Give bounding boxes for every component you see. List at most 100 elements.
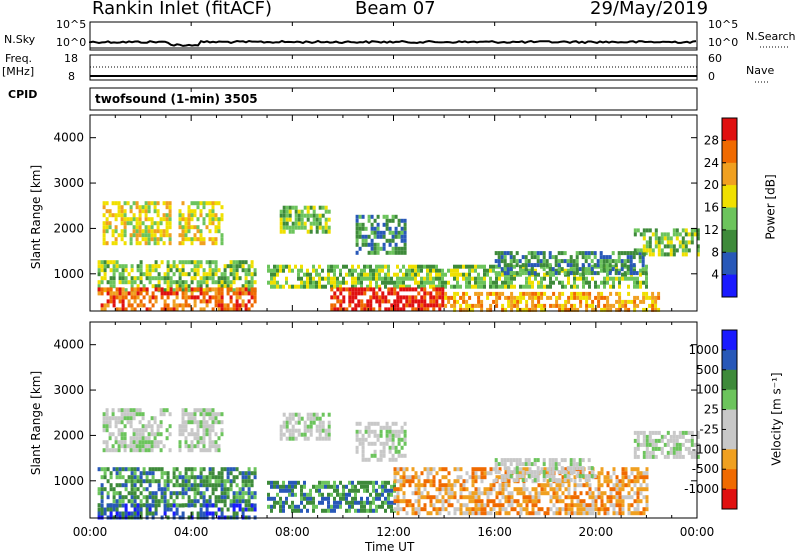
velocity-cell-6	[438, 487, 442, 492]
power-cell-6	[611, 251, 615, 256]
velocity-cell-6	[579, 503, 583, 508]
velocity-cell-6	[534, 511, 538, 516]
power-cell-1	[196, 201, 200, 206]
power-cell-0	[108, 209, 112, 214]
velocity-cell-1	[217, 436, 221, 441]
power-cell-6	[608, 255, 612, 260]
power-cell-5	[630, 276, 633, 281]
power-cell-5	[402, 272, 405, 277]
power-cell-3	[382, 246, 386, 251]
velocity-cell-4	[190, 475, 194, 480]
power-cell-6	[623, 271, 627, 276]
velocity-cell-8	[672, 446, 676, 451]
power-cell-2	[309, 229, 313, 234]
velocity-cell-6	[516, 487, 520, 492]
velocity-cell-8	[636, 434, 640, 439]
power-cell-5	[513, 276, 516, 281]
power-cell-5	[549, 284, 552, 289]
velocity-cell-6	[585, 491, 589, 496]
velocity-cell-8	[687, 446, 691, 451]
velocity-cell-9	[250, 507, 254, 512]
velocity-cell-3	[400, 445, 404, 450]
power-cell-3	[376, 246, 380, 251]
power-cell-8	[106, 299, 110, 304]
velocity-cell-3	[385, 441, 389, 446]
power-cell-7	[681, 248, 685, 253]
power-cell-5	[468, 280, 471, 285]
power-cell-2	[288, 225, 292, 230]
velocity-cell-5	[348, 488, 351, 493]
power-cell-9	[372, 295, 376, 300]
power-cell-8	[124, 295, 128, 300]
velocity-cell-4	[145, 475, 149, 480]
power-cell-9	[381, 299, 385, 304]
power-cell-5	[363, 264, 366, 269]
power-cell-5	[333, 280, 336, 285]
velocity-cell-4	[229, 479, 233, 484]
power-cell-10	[657, 295, 661, 300]
velocity-cell-2	[306, 412, 310, 417]
power-cell-8	[160, 291, 164, 296]
velocity-cell-6	[603, 507, 607, 512]
velocity-cell-6	[540, 467, 544, 472]
velocity-cell-8	[660, 438, 664, 443]
velocity-cell-4	[145, 471, 149, 476]
power-cell-9	[435, 291, 439, 296]
power-cell-6	[494, 251, 498, 256]
velocity-cell-4	[97, 467, 101, 472]
velocity-cell-7	[533, 462, 537, 467]
power-cell-9	[357, 287, 361, 292]
velocity-cell-4	[187, 483, 191, 488]
power-cell-3	[391, 230, 395, 235]
power-cell-10	[480, 303, 484, 308]
power-cell-5	[375, 264, 378, 269]
velocity-cell-6	[447, 491, 451, 496]
nave-tick-top: 60	[708, 52, 722, 65]
velocity-cell-7	[587, 466, 591, 471]
velocity-cell-6	[639, 471, 643, 476]
velocity-cell-8	[633, 438, 637, 443]
power-cell-8	[220, 295, 224, 300]
velocity-cell-6	[627, 495, 631, 500]
velocity-cell-1	[193, 412, 197, 417]
power-cell-0	[135, 241, 139, 246]
velocity-cell-9	[199, 507, 203, 512]
power-cell-1	[196, 205, 200, 210]
power-cell-8	[145, 291, 149, 296]
power-cell-4	[181, 288, 185, 293]
velocity-cell-4	[196, 483, 200, 488]
velocity-cell-5	[372, 480, 375, 485]
power-cell-8	[148, 307, 152, 312]
power-cell-0	[111, 229, 115, 234]
power-cell-1	[178, 217, 182, 222]
velocity-cell-5	[273, 504, 276, 509]
power-cell-10	[525, 291, 529, 296]
power-cell-5	[561, 280, 564, 285]
velocity-cell-5	[294, 484, 297, 489]
x-axis-title: Time UT	[365, 540, 415, 554]
velocity-cell-1	[199, 420, 203, 425]
velocity-cell-4	[184, 503, 188, 508]
power-cell-5	[429, 276, 432, 281]
power-cell-0	[138, 229, 142, 234]
velocity-colorbar-label: 100	[696, 383, 719, 397]
power-cell-10	[471, 307, 475, 312]
power-cell-9	[390, 291, 394, 296]
velocity-cell-6	[531, 487, 535, 492]
power-cell-7	[696, 236, 700, 241]
power-cell-0	[114, 201, 118, 206]
power-cell-8	[190, 295, 194, 300]
power-cell-10	[648, 303, 652, 308]
power-colorbar-swatch	[722, 252, 737, 276]
velocity-cell-6	[459, 475, 463, 480]
power-cell-1	[193, 237, 197, 242]
velocity-cell-6	[603, 491, 607, 496]
power-cell-4	[193, 272, 197, 277]
velocity-cell-3	[361, 441, 365, 446]
velocity-cell-6	[435, 471, 439, 476]
power-cell-5	[282, 268, 285, 273]
velocity-cell-0	[117, 428, 121, 433]
power-cell-5	[468, 284, 471, 289]
power-cell-6	[599, 251, 603, 256]
power-cell-5	[327, 268, 330, 273]
